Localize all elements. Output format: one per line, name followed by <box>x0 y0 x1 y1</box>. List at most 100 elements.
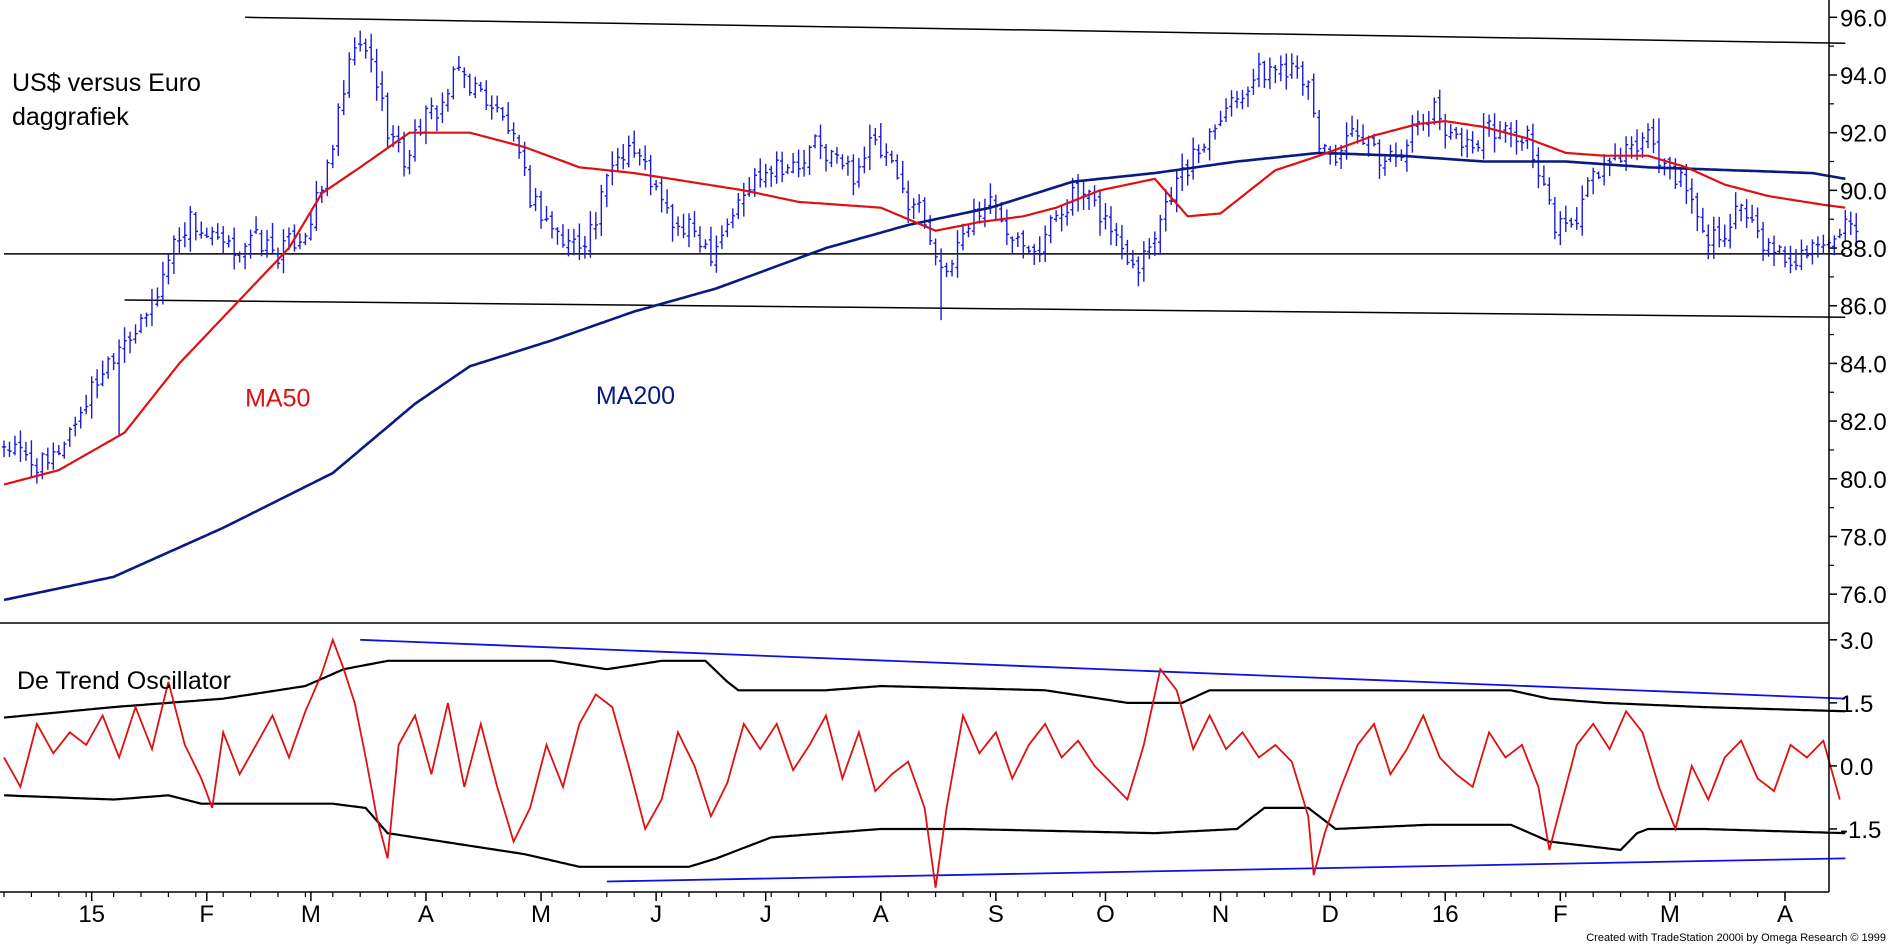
ohlc-bar <box>242 242 248 270</box>
ohlc-bar <box>1 440 7 458</box>
ohlc-bar <box>1717 216 1722 248</box>
footer-credit: Created with TradeStation 2000i by Omega… <box>1586 932 1886 944</box>
ohlc-bar <box>779 151 785 183</box>
ohlc-bar <box>1092 185 1097 207</box>
ohlc-bar <box>500 106 505 121</box>
ohlc-bar <box>1454 127 1459 140</box>
ohlc-bar <box>303 232 308 246</box>
ohlc-bar <box>166 253 171 285</box>
ohlc-bar <box>495 95 500 113</box>
ohlc-bar <box>1684 163 1689 205</box>
ohlc-bar <box>1278 55 1284 82</box>
ohlc-bar <box>1574 207 1579 230</box>
x-tick-label: M <box>1660 901 1680 928</box>
ohlc-bar <box>423 105 429 145</box>
ohlc-bar <box>1612 143 1618 161</box>
ohlc-bar <box>1700 207 1705 233</box>
ohlc-bar <box>686 213 692 248</box>
y-tick-label: 86.0 <box>1840 294 1887 321</box>
ohlc-bar <box>462 67 467 89</box>
ohlc-bar <box>812 134 818 149</box>
ohlc-bar <box>84 394 89 415</box>
ohlc-bar <box>1059 204 1064 232</box>
oscillator-y-axis: 3.0 1.5 0.0 -1.5 <box>1829 628 1881 844</box>
chart-title: US$ versus Euro <box>12 69 201 97</box>
oscillator-title: De Trend Oscillator <box>17 667 231 695</box>
ohlc-bar <box>774 151 779 184</box>
y-tick-label: 1.5 <box>1840 691 1873 718</box>
ohlc-bar <box>1295 55 1300 79</box>
ohlc-bar <box>1788 245 1793 274</box>
ohlc-bar <box>719 225 725 249</box>
ohlc-bar <box>1196 144 1201 164</box>
ohlc-bar <box>1854 213 1859 242</box>
ohlc-bar <box>347 52 352 98</box>
ohlc-bar <box>1519 136 1525 151</box>
ohlc-bar <box>933 238 938 266</box>
ohlc-bar <box>193 212 198 241</box>
oscillator-trendline <box>360 638 1846 700</box>
ohlc-bar <box>94 369 100 399</box>
ohlc-bar <box>1245 86 1251 108</box>
x-tick-label: M <box>301 901 321 928</box>
ohlc-bar <box>730 208 736 229</box>
ohlc-bar <box>144 312 149 327</box>
ohlc-bar <box>440 92 445 124</box>
ohlc-bar <box>368 33 374 73</box>
ohlc-bar <box>1229 90 1234 117</box>
ohlc-bar <box>801 149 807 177</box>
oscillator-line <box>3 637 1841 888</box>
ohlc-bar <box>1580 185 1585 236</box>
y-tick-label: -1.5 <box>1840 817 1881 844</box>
ohlc-bar <box>478 81 483 92</box>
ohlc-bar <box>697 226 703 253</box>
y-tick-label: 92.0 <box>1840 121 1887 148</box>
ohlc-bar <box>878 122 883 159</box>
ohlc-bar <box>1136 256 1141 287</box>
ohlc-bar <box>374 48 379 101</box>
ohlc-bar <box>1015 232 1020 248</box>
ohlc-bar <box>1355 119 1360 144</box>
y-tick-label: 3.0 <box>1840 628 1873 655</box>
ohlc-bar <box>555 227 560 245</box>
ma50-label: MA50 <box>245 385 310 413</box>
ohlc-bar <box>18 430 23 462</box>
ohlc-bar <box>741 182 746 217</box>
ohlc-bar <box>916 194 922 213</box>
ohlc-bar <box>1147 238 1152 260</box>
ohlc-bar <box>336 103 341 157</box>
chart-subtitle: daggrafiek <box>12 103 129 131</box>
ohlc-bar <box>1486 114 1492 137</box>
ohlc-bar <box>1311 73 1316 118</box>
ohlc-bar <box>407 149 412 175</box>
ohlc-bar <box>1103 203 1108 230</box>
ohlc-bar <box>445 88 451 112</box>
ohlc-bar <box>637 148 642 166</box>
ohlc-bar <box>1097 190 1103 236</box>
ohlc-bar <box>664 189 670 214</box>
ohlc-bar <box>884 143 889 166</box>
ohlc-bar <box>412 119 418 162</box>
ohlc-bar <box>1804 245 1810 259</box>
ohlc-bar <box>253 216 259 234</box>
ohlc-bar <box>1306 80 1311 100</box>
ohlc-bar <box>1843 209 1848 242</box>
ohlc-bar <box>177 227 182 255</box>
ohlc-bar <box>626 135 631 168</box>
ohlc-bar <box>1514 119 1519 155</box>
ohlc-bar <box>796 149 801 178</box>
x-axis: 15 F M A M J J A S O N D 16 F M A <box>3 892 1793 928</box>
ohlc-bar <box>1317 109 1322 152</box>
ohlc-bar <box>900 161 905 194</box>
ohlc-bar <box>1585 177 1590 198</box>
ohlc-bar <box>549 211 555 239</box>
ohlc-bar <box>736 192 741 220</box>
ohlc-bar <box>215 223 220 240</box>
ohlc-bar <box>845 155 851 176</box>
ohlc-bar <box>1744 199 1749 228</box>
x-tick-label: F <box>199 901 214 928</box>
ohlc-bar <box>111 353 116 371</box>
ohlc-bar <box>237 251 242 263</box>
x-tick-label: N <box>1212 901 1229 928</box>
